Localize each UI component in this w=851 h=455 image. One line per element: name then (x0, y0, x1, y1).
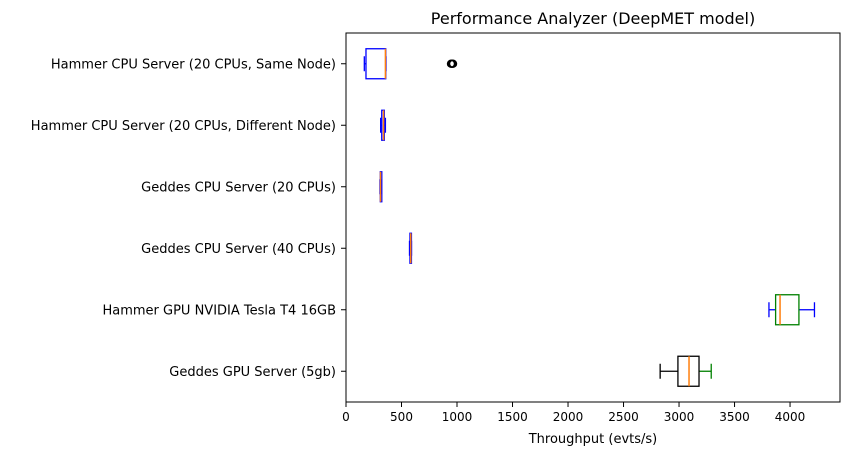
x-tick-label: 1000 (442, 410, 473, 424)
y-tick-label: Geddes CPU Server (20 CPUs) (141, 180, 336, 195)
y-tick-label: Hammer CPU Server (20 CPUs, Different No… (31, 119, 336, 134)
y-tick-label: Hammer CPU Server (20 CPUs, Same Node) (51, 57, 336, 72)
x-tick-label: 2500 (608, 410, 639, 424)
y-tick-label: Hammer GPU NVIDIA Tesla T4 16GB (102, 303, 336, 318)
x-tick-label: 500 (390, 410, 413, 424)
x-tick-label: 3000 (664, 410, 695, 424)
plot-area: 0 500 1000 1500 2000 2500 3000 3500 4000 Hammer C… (31, 32, 841, 424)
box (365, 48, 387, 80)
box (774, 294, 800, 326)
x-tick-label: 1500 (497, 410, 528, 424)
chart-title: Performance Analyzer (DeepMET model) (431, 9, 755, 28)
y-tick-label: Geddes CPU Server (40 CPUs) (141, 242, 336, 257)
x-tick-label: 0 (342, 410, 350, 424)
x-tick-label: 2000 (553, 410, 584, 424)
x-tick-label: 4000 (775, 410, 806, 424)
y-tick-label: Geddes GPU Server (5gb) (169, 365, 336, 380)
outlier-point (449, 59, 458, 68)
plot-frame (345, 32, 841, 403)
x-axis-label: Throughput (evts/s) (528, 432, 658, 447)
x-tick-label: 3500 (719, 410, 750, 424)
